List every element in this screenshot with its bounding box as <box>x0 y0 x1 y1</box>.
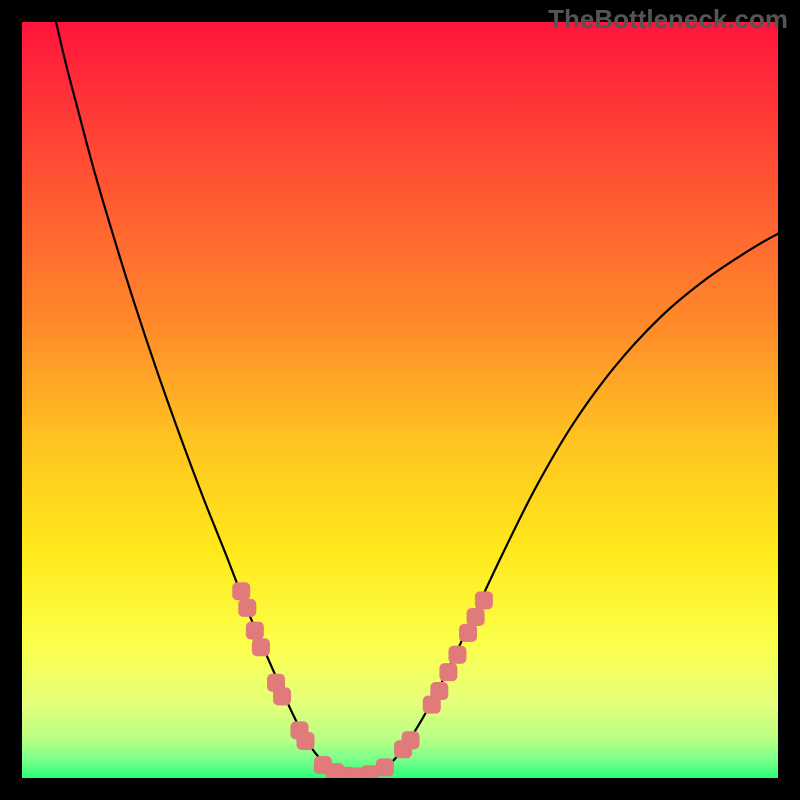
data-marker <box>439 663 457 681</box>
data-marker <box>402 731 420 749</box>
data-marker <box>459 624 477 642</box>
data-marker <box>448 646 466 664</box>
data-marker <box>297 732 315 750</box>
data-marker <box>246 622 264 640</box>
watermark-text: TheBottleneck.com <box>548 4 788 35</box>
data-marker <box>238 599 256 617</box>
data-marker <box>467 608 485 626</box>
data-marker <box>252 638 270 656</box>
data-marker <box>273 687 291 705</box>
data-marker <box>232 582 250 600</box>
data-marker <box>475 591 493 609</box>
data-marker <box>376 758 394 776</box>
gradient-background <box>22 22 778 778</box>
chart-svg <box>0 0 800 800</box>
chart-container: TheBottleneck.com <box>0 0 800 800</box>
data-marker <box>430 682 448 700</box>
